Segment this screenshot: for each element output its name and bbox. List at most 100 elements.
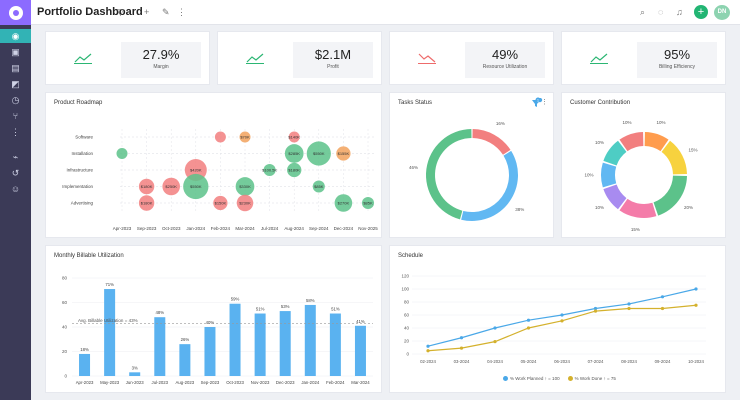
x-tick-label: Apr-2023 — [76, 380, 94, 385]
x-tick-label: Sep-2023 — [137, 226, 157, 231]
series-point — [627, 306, 631, 311]
bubble-label: $180K — [288, 168, 300, 173]
billable-bar-chart: 0 20 40 60 80 18% Apr-2023 71% May-2023 3% Jun-202… — [62, 276, 373, 385]
create-button[interactable]: + — [694, 5, 708, 19]
kebab-icon[interactable]: ⋮ — [541, 99, 548, 106]
clipboard-icon[interactable]: ▤ — [11, 62, 20, 73]
bar — [179, 344, 191, 376]
history-icon[interactable]: ↺ — [11, 167, 20, 178]
bubble — [287, 162, 302, 178]
x-tick-label: 03-2024 — [454, 359, 470, 364]
kpi-card-billing-efficiency: 95% Billing Efficiency — [561, 31, 726, 85]
trend-up-icon — [74, 53, 92, 64]
bar-label: 58% — [306, 298, 315, 303]
bar-label: 51% — [256, 307, 265, 312]
x-tick-label: Jan-2024 — [301, 380, 320, 385]
bubble — [138, 178, 155, 195]
bell-icon[interactable]: ♫ — [676, 7, 683, 17]
bubble — [334, 194, 353, 212]
bar-label: 51% — [331, 307, 340, 312]
legend-item[interactable]: % Work Planned ↑ = 100 — [503, 376, 560, 381]
series-line — [427, 288, 697, 347]
kpi-label: Margin — [153, 64, 169, 70]
series-point — [493, 340, 497, 344]
bar — [354, 325, 366, 376]
donut-slice — [601, 162, 617, 188]
bubble — [235, 177, 255, 196]
kpi-card-resource-utilization: 49% Resource Utilization — [389, 31, 554, 85]
workflow-icon[interactable]: ⑂ — [12, 110, 19, 121]
slice-label: 38% — [515, 207, 524, 212]
clock-icon[interactable]: ◷ — [11, 94, 20, 105]
bubble — [288, 131, 300, 143]
average-label: Avg. Billable Utilization = 43% — [78, 318, 138, 323]
donut-slice — [472, 129, 511, 155]
x-tick-label: Mar-2024 — [235, 226, 255, 231]
bar-label: 26% — [181, 337, 190, 342]
x-tick-label: Sep-2023 — [201, 380, 220, 385]
more-icon[interactable]: ⋮ — [11, 126, 20, 137]
series-point — [694, 287, 698, 291]
bubble — [236, 194, 254, 212]
series-point — [459, 346, 464, 350]
sidebar: ◉ ▣ ▤ ◩ ◷ ⑂ ⋮ ⌁ ↺ ☺ — [0, 0, 31, 400]
bubble-label: $420K — [190, 168, 202, 173]
bubble — [116, 148, 128, 159]
trend-up-icon — [246, 53, 264, 64]
bar-label: 48% — [155, 310, 164, 315]
users-icon[interactable]: ☺ — [10, 183, 21, 194]
legend-item[interactable]: % Work Done ↑ = 75 — [567, 376, 616, 381]
chat-icon[interactable]: ◌ — [658, 7, 664, 17]
card-title: Customer Contribution — [570, 100, 631, 106]
edit-icon[interactable]: ✎ — [162, 7, 170, 17]
bubble-label: $85K — [363, 201, 373, 206]
bubble — [214, 131, 226, 143]
bubble-label: $250K — [165, 184, 177, 189]
x-tick-label: Aug-2024 — [284, 226, 304, 231]
bubble-label: $330K — [239, 184, 251, 189]
bubble-label: $70K — [240, 135, 250, 140]
y-tick-label: 80 — [404, 300, 410, 305]
legend-dot-icon — [567, 376, 573, 381]
series-point — [560, 313, 564, 317]
x-tick-label: Jul-2023 — [152, 380, 169, 385]
kebab-icon[interactable]: ⋮ — [177, 7, 186, 17]
x-tick-label: Dec-2024 — [334, 226, 354, 231]
slice-label: 15% — [631, 227, 640, 232]
bubble-label: $85K — [314, 184, 324, 189]
kpi-value: $2.1M — [314, 47, 352, 62]
tasks-donut-chart: 16% 38% 46% 1 — [409, 97, 541, 222]
x-tick-label: 04-2024 — [487, 359, 503, 364]
app-logo[interactable] — [0, 0, 31, 25]
bar-label: 59% — [231, 297, 240, 302]
filter-icon[interactable]: ▽ — [117, 7, 124, 17]
slice-label: 10% — [595, 205, 604, 210]
bubble-label: $180K — [141, 184, 153, 189]
card-title: Monthly Billable Utilization — [54, 253, 124, 259]
portfolio-icon[interactable]: ▣ — [11, 46, 20, 57]
avatar[interactable]: DN — [714, 5, 730, 20]
search-icon[interactable]: ⌕ — [640, 7, 646, 17]
bubble-label: $150K — [215, 201, 227, 206]
bubble — [361, 196, 375, 210]
y-tick-label: 40 — [404, 326, 410, 331]
schedule-legend: % Work Planned ↑ = 100 % Work Done ↑ = 7… — [503, 376, 616, 381]
donut-slice — [425, 129, 472, 220]
legend-label: % Work Done ↑ = 75 — [574, 376, 616, 381]
schedule-line-chart: 0 20 40 60 80 100 120 02-2024 03-2024 04-2024 05-2… — [401, 274, 706, 364]
dashboard-icon[interactable]: ◉ — [0, 29, 31, 43]
card-title: Product Roadmap — [54, 100, 103, 106]
bubble — [306, 141, 331, 166]
x-tick-label: 09-2024 — [655, 359, 671, 364]
chart-icon[interactable]: ◩ — [11, 78, 20, 89]
y-tick-label: Infrastructure — [66, 168, 93, 173]
billable-utilization-card: Monthly Billable Utilization 0 20 40 60 80 18… — [45, 245, 382, 393]
bubble — [284, 144, 304, 163]
series-point — [627, 302, 631, 306]
analytics-icon[interactable]: ⌁ — [12, 151, 19, 162]
x-tick-label: Apr-2023 — [113, 226, 132, 231]
series-point — [526, 318, 531, 322]
x-tick-label: 06-2024 — [554, 359, 570, 364]
add-icon[interactable]: + — [144, 7, 150, 17]
donut-slice — [461, 150, 518, 222]
